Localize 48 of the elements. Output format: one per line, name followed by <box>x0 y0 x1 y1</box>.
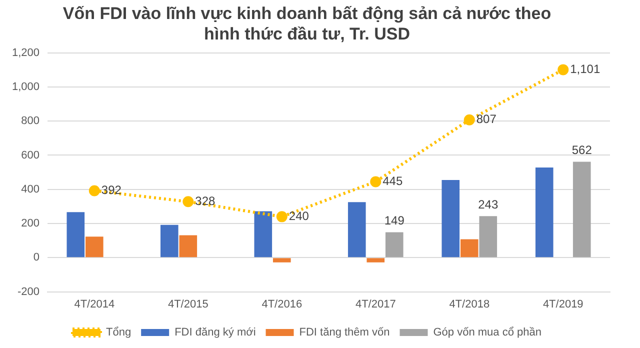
bar <box>85 236 104 258</box>
y-tick-label: 0 <box>33 252 40 264</box>
x-tick-label: 4T/2014 <box>74 298 115 310</box>
point <box>370 176 382 188</box>
y-tick-label: -200 <box>17 286 40 298</box>
point <box>276 211 288 222</box>
chart-title: Vốn FDI vào lĩnh vực kinh doanh bất động sản cả nước theo hình thức đầu tư, Tr. USD <box>62 4 552 44</box>
bar <box>348 202 366 258</box>
bar <box>66 212 85 258</box>
bar <box>572 162 591 258</box>
data-label: 1,101 <box>570 62 600 76</box>
x-tick-label: 4T/2018 <box>449 298 490 310</box>
y-tick-label: 400 <box>21 183 40 196</box>
data-label: 243 <box>478 197 498 212</box>
y-tick-label: 200 <box>21 218 40 230</box>
bar <box>179 235 198 258</box>
bar <box>479 216 498 258</box>
bar <box>385 232 404 258</box>
bar <box>366 258 385 262</box>
y-tick-label: 1,000 <box>12 80 40 93</box>
legend-label: Tổng <box>106 326 132 339</box>
y-tick-label: 600 <box>21 149 40 162</box>
x-tick-label: 4T/2017 <box>355 298 396 310</box>
data-label: 392 <box>101 183 122 198</box>
x-tick-label: 4T/2019 <box>542 298 584 310</box>
data-label: 445 <box>382 174 403 188</box>
legend-label: FDI đăng ký mới <box>174 326 256 339</box>
data-label: 562 <box>572 143 592 158</box>
y-tick-label: 800 <box>21 115 40 128</box>
point <box>558 64 569 76</box>
data-label: 240 <box>288 209 310 223</box>
y-tick-label: 1,200 <box>12 46 40 59</box>
point <box>182 196 194 208</box>
bar <box>272 258 291 262</box>
legend-label: FDI tăng thêm vốn <box>299 326 390 339</box>
x-tick-label: 4T/2016 <box>262 298 302 310</box>
data-label: 807 <box>476 112 497 126</box>
data-label: 149 <box>384 214 405 228</box>
point <box>88 185 100 196</box>
bar <box>160 224 178 258</box>
point <box>464 114 475 126</box>
bar <box>460 239 478 258</box>
bar <box>442 180 460 258</box>
legend-label: Góp vốn mua cổ phần <box>433 326 542 339</box>
x-tick-label: 4T/2015 <box>168 298 208 310</box>
bar <box>254 211 272 258</box>
data-label: 328 <box>195 194 216 208</box>
bar <box>535 168 554 258</box>
